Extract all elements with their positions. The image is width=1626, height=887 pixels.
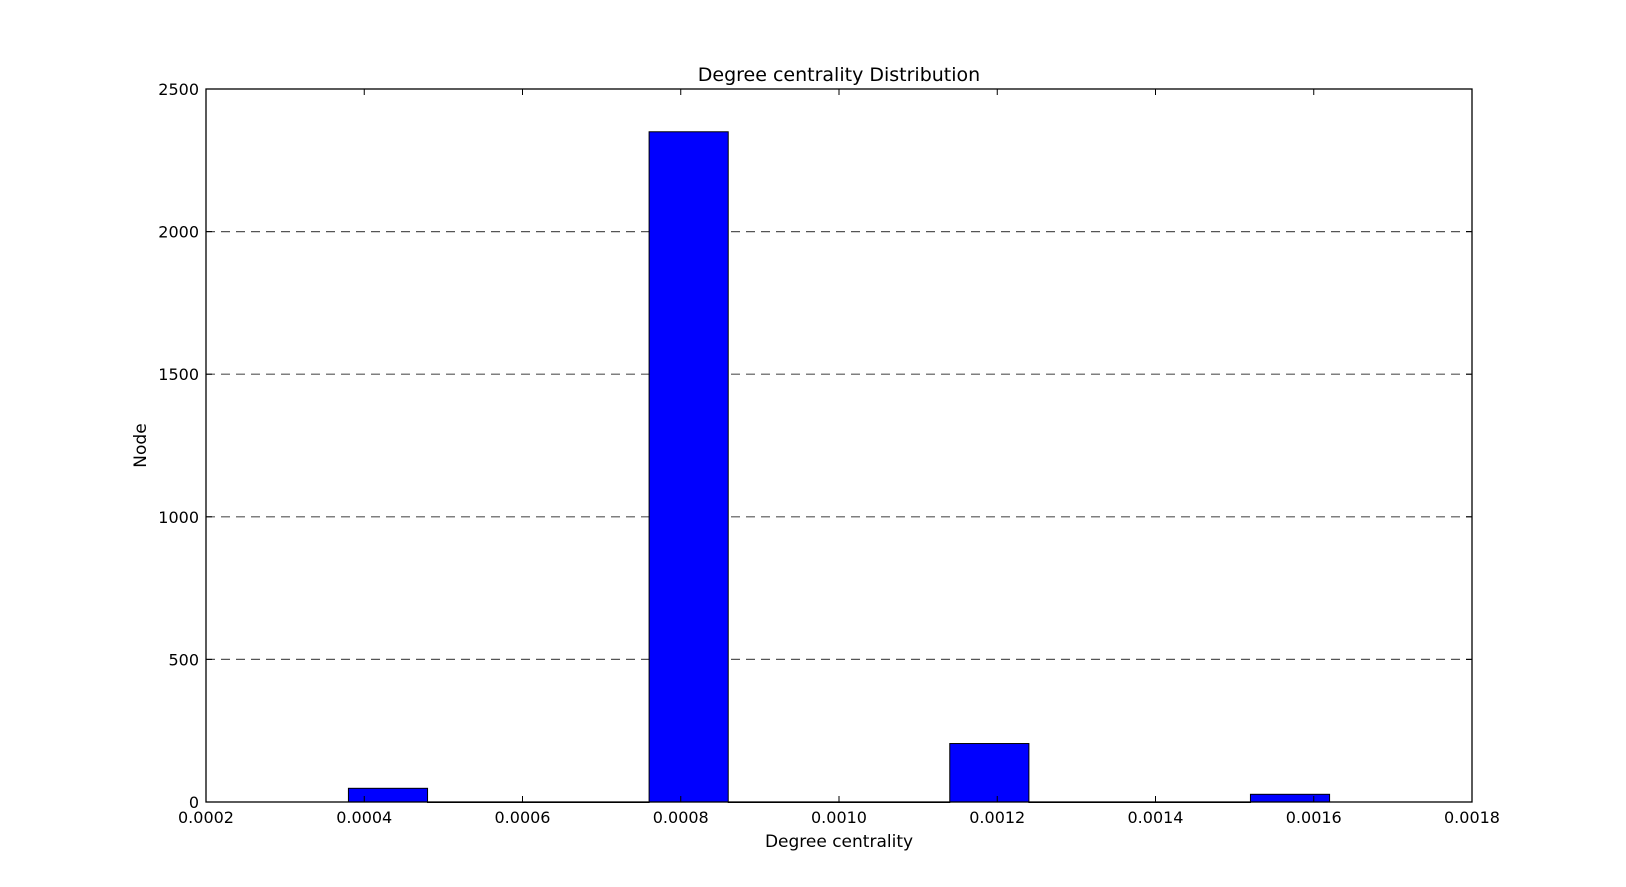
x-tick-label: 0.0004 (336, 808, 392, 827)
axis-ticks: 0.0002 0.0004 0.0006 0.0008 0.0010 0.0012 0.00… (158, 80, 1500, 827)
chart-title: Degree centrality Distribution (698, 64, 980, 86)
y-tick-label: 2000 (158, 223, 199, 242)
bar-8 (949, 743, 1030, 803)
y-tick-label: 0 (189, 793, 199, 812)
bar-12 (1249, 793, 1331, 803)
x-tick-label: 0.0012 (969, 808, 1025, 827)
x-tick-label: 0.0016 (1286, 808, 1342, 827)
x-tick-label: 0.0006 (495, 808, 551, 827)
bar-0 (347, 787, 429, 803)
x-tick-label: 0.0018 (1444, 808, 1500, 827)
y-axis-label: Node (131, 423, 151, 467)
x-tick-label: 0.0014 (1128, 808, 1184, 827)
y-tick-label: 2500 (158, 80, 199, 99)
y-tick-label: 1500 (158, 365, 199, 384)
x-axis-label: Degree centrality (765, 832, 913, 852)
bar-4 (648, 131, 729, 803)
x-tick-label: 0.0010 (811, 808, 867, 827)
x-tick-label: 0.0008 (653, 808, 709, 827)
x-tick-label: 0.0002 (178, 808, 234, 827)
y-tick-label: 500 (168, 650, 199, 669)
bars (347, 131, 1331, 803)
y-tick-label: 1000 (158, 508, 199, 527)
plot-area-frame (205, 88, 1473, 803)
grid-lines (206, 231, 1472, 661)
